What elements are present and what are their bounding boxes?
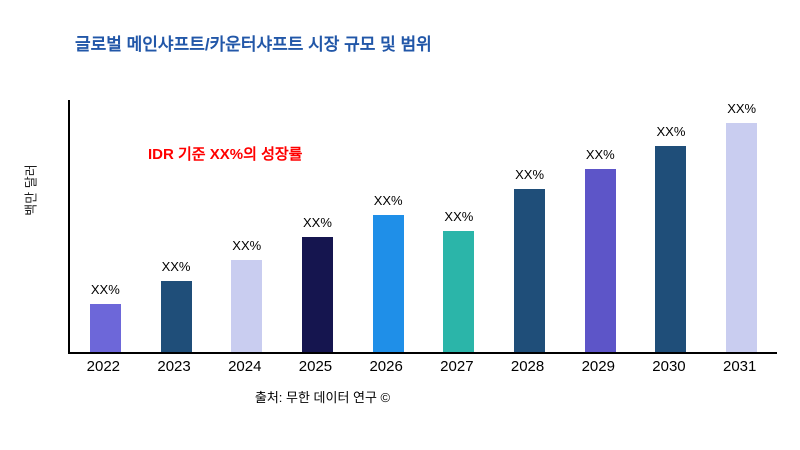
y-axis-label: 백만 달러 xyxy=(23,164,39,216)
bar-column-2028: XX% xyxy=(494,167,565,352)
bar-value-label: XX% xyxy=(727,101,757,116)
x-tick-2022: 2022 xyxy=(86,358,121,375)
bar-column-2025: XX% xyxy=(282,215,353,352)
bar-value-label: XX% xyxy=(656,124,686,139)
x-tick-2026: 2026 xyxy=(369,358,403,375)
bar-column-2026: XX% xyxy=(353,193,424,352)
bar-value-label: XX% xyxy=(303,215,332,230)
bar-2028 xyxy=(514,189,546,352)
bar-value-label: XX% xyxy=(161,259,191,274)
bar-2024 xyxy=(231,260,263,352)
bar-column-2029: XX% xyxy=(565,147,636,352)
bar-value-label: XX% xyxy=(232,238,262,253)
x-axis-ticks: 2022 2023 2024 2025 2026 2027 2028 2029 2030 2031 xyxy=(68,358,775,375)
bars-container: XX% XX% XX% XX% XX% XX% XX% XX% XX% XX% xyxy=(70,100,777,352)
bar-2029 xyxy=(584,169,616,352)
bar-2023 xyxy=(160,281,192,352)
x-tick-2028: 2028 xyxy=(510,358,545,375)
x-tick-2023: 2023 xyxy=(157,358,191,375)
source-caption: 출처: 무한 데이터 연구 © xyxy=(254,390,391,405)
bar-2025 xyxy=(301,237,333,352)
bar-column-2031: XX% xyxy=(706,101,777,352)
bar-value-label: XX% xyxy=(90,282,120,297)
x-tick-2029: 2029 xyxy=(581,358,615,375)
x-tick-2031: 2031 xyxy=(722,358,757,375)
bar-column-2030: XX% xyxy=(636,124,707,352)
x-tick-2024: 2024 xyxy=(228,358,262,375)
bar-column-2023: XX% xyxy=(141,259,212,352)
bar-2026 xyxy=(372,215,404,352)
bar-2022 xyxy=(89,304,121,352)
x-tick-2025: 2025 xyxy=(298,358,333,375)
bar-column-2022: XX% xyxy=(70,282,141,352)
chart-title: 글로벌 메인샤프트/카운터샤프트 시장 규모 및 범위 xyxy=(75,35,432,54)
bar-2031 xyxy=(726,123,758,352)
bar-value-label: XX% xyxy=(515,167,545,182)
bar-value-label: XX% xyxy=(373,193,403,208)
bar-column-2027: XX% xyxy=(424,209,495,352)
bar-value-label: XX% xyxy=(444,209,474,224)
bar-column-2024: XX% xyxy=(211,238,282,352)
bar-value-label: XX% xyxy=(585,147,615,162)
bar-2027 xyxy=(443,231,475,352)
plot-area: XX% XX% XX% XX% XX% XX% XX% XX% XX% XX% xyxy=(68,100,777,354)
x-tick-2030: 2030 xyxy=(652,358,686,375)
x-tick-2027: 2027 xyxy=(440,358,474,375)
bar-2030 xyxy=(655,146,687,352)
growth-rate-annotation: IDR 기준 XX%의 성장률 xyxy=(148,146,303,163)
